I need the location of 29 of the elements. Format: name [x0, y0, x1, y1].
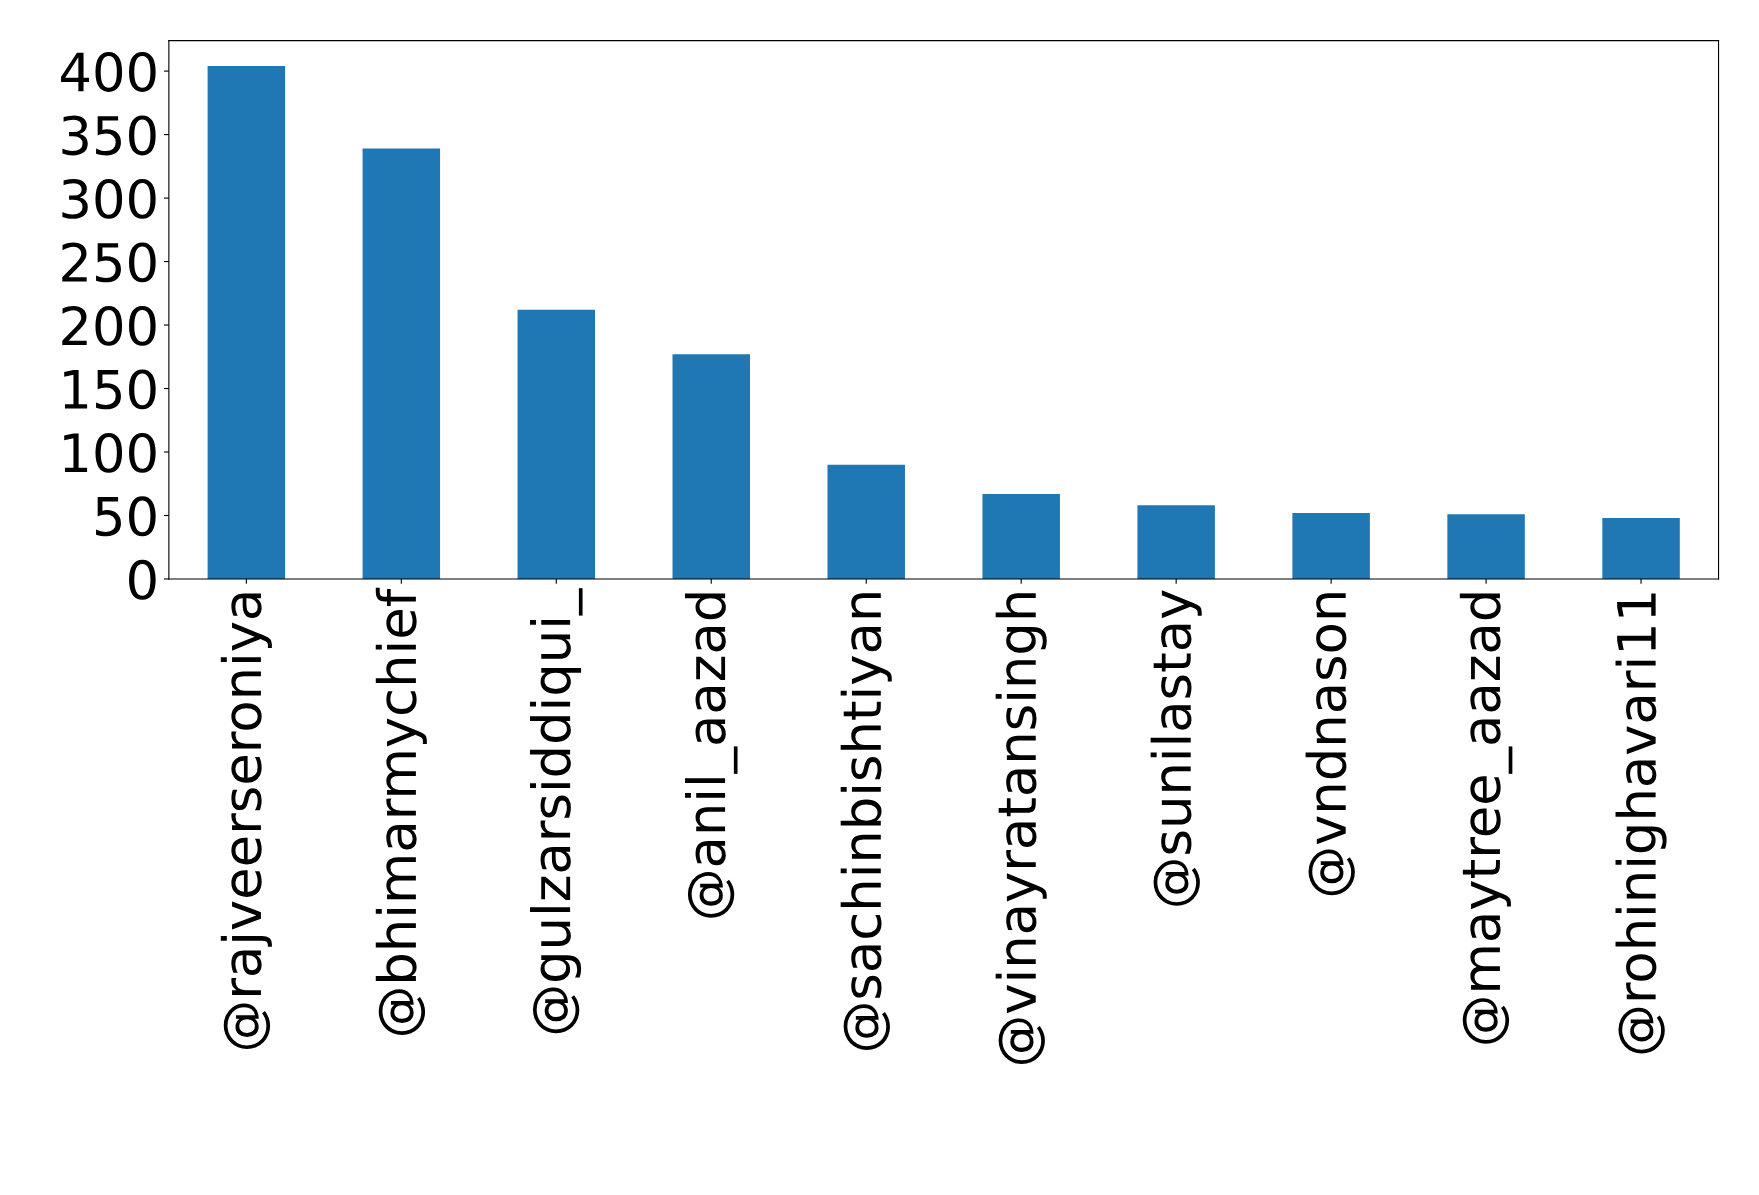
- y-tick-label: 50: [96, 496, 156, 537]
- y-tick-label: 250: [62, 242, 156, 283]
- x-tick-label: @gulzarsiddiqui_: [530, 588, 583, 1034]
- y-tick-label: 150: [64, 369, 156, 410]
- bar: [1602, 518, 1680, 579]
- bar: [1447, 514, 1525, 579]
- bar: [672, 354, 750, 579]
- x-tick-label: @maytree_aazad: [1459, 593, 1513, 1044]
- x-tick-label: @rajveerseroniya: [220, 593, 272, 1050]
- x-tick-label: @anil_aazad: [684, 593, 738, 918]
- y-tick-label: 350: [62, 115, 156, 156]
- y-tick-label: 100: [64, 432, 156, 473]
- y-tick-label: 200: [62, 305, 156, 346]
- x-tick-label: @vinayratansingh: [995, 593, 1047, 1064]
- bar: [1137, 505, 1215, 579]
- y-tick-label: 0: [129, 559, 156, 600]
- bar: [362, 148, 441, 579]
- x-tick-label: @bhimarmychief: [375, 587, 427, 1035]
- y-tick-label: 400: [60, 51, 156, 92]
- x-tick-label: @vndnason: [1305, 593, 1355, 896]
- bar: [827, 464, 905, 579]
- bar: [1292, 512, 1370, 579]
- bar: [517, 309, 596, 579]
- x-tick-label: @sachinbishtiyan: [840, 593, 892, 1050]
- bar: [982, 493, 1060, 579]
- y-tick-label: 300: [62, 178, 156, 219]
- bar: [207, 66, 286, 579]
- x-tick-label: @sunilastay: [1150, 590, 1202, 906]
- x-tick-label: @rohinighavari11: [1615, 593, 1667, 1054]
